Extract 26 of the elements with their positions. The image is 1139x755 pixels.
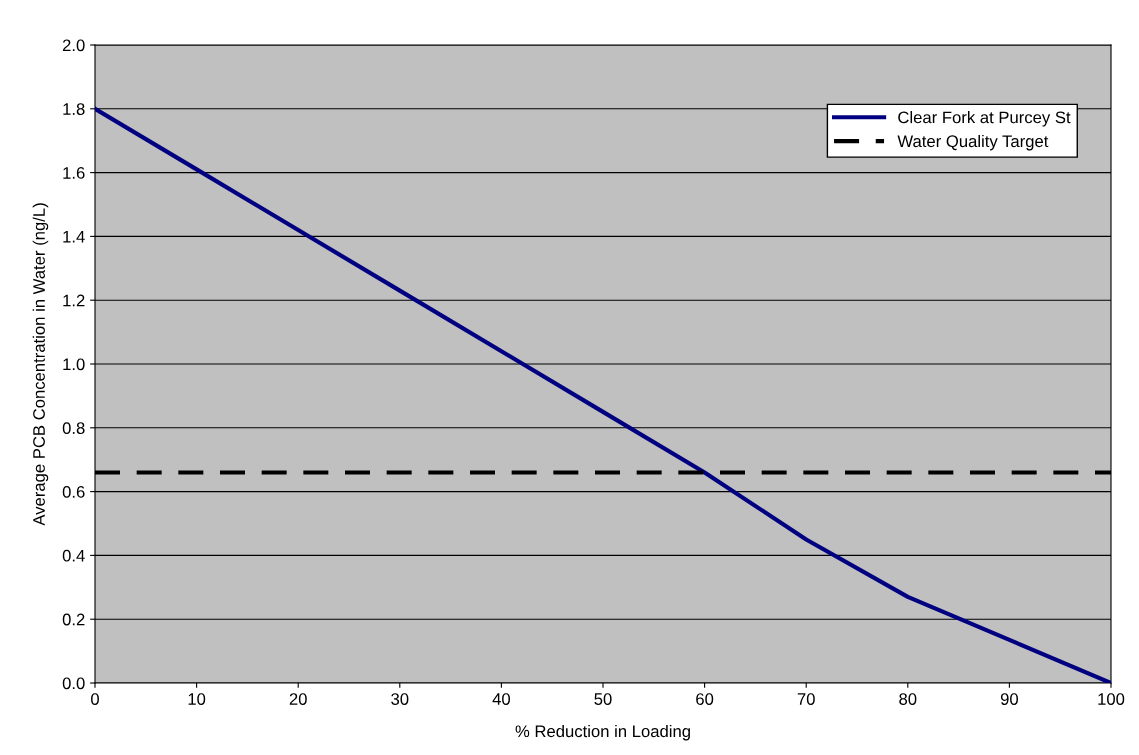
y-tick-label: 0.8 [62, 422, 85, 434]
y-tick-label: 0.2 [62, 613, 85, 626]
legend-label: Clear Fork at Purcey St [898, 111, 1071, 127]
x-tick-label: 10 [188, 693, 206, 705]
y-tick-label: 0.4 [62, 549, 85, 562]
y-tick-label: 0.0 [62, 677, 85, 690]
x-tick-label: 100 [1098, 693, 1125, 705]
x-tick-label: 80 [899, 693, 917, 705]
y-tick-label: 2.0 [62, 39, 85, 52]
x-tick-label: 40 [492, 693, 511, 705]
y-tick-label: 1.8 [63, 103, 85, 115]
y-tick-label: 1.0 [63, 358, 85, 371]
legend-label: Water Quality Target [897, 134, 1049, 151]
x-tick-label: 50 [594, 693, 612, 705]
x-tick-label: 90 [1000, 693, 1019, 705]
y-axis-title: Average PCB Concentration in Water (ng/L) [32, 203, 49, 526]
x-tick-label: 20 [289, 693, 307, 705]
x-tick-label: 30 [391, 693, 409, 705]
x-tick-label: 60 [696, 693, 714, 705]
y-tick-label: 1.2 [63, 294, 85, 307]
x-tick-label: 70 [797, 693, 815, 705]
x-axis-title: % Reduction in Loading [515, 724, 690, 741]
x-tick-label: 0 [91, 693, 99, 705]
y-tick-label: 1.6 [63, 167, 85, 179]
y-tick-label: 0.6 [62, 486, 85, 498]
y-tick-label: 1.4 [63, 230, 85, 243]
